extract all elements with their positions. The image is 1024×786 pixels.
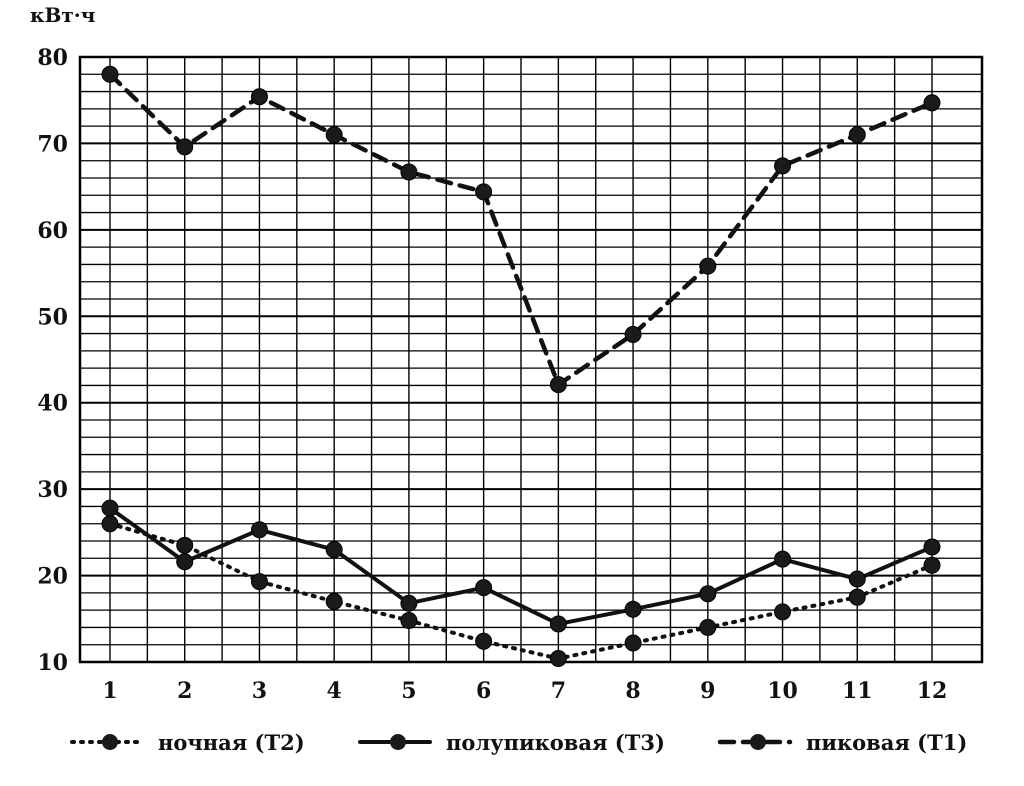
- series-1-point: [549, 650, 567, 668]
- series-2-point: [325, 541, 343, 559]
- chart-legend: ночная (Т2) полупиковая (Т3) пиковая (Т1): [70, 730, 967, 755]
- series-line-1: [108, 521, 934, 661]
- plot-frame: [78, 55, 984, 664]
- series-3-point: [325, 126, 343, 144]
- x-tick-label: 1: [102, 678, 117, 704]
- legend-swatch-marker: [750, 734, 766, 750]
- x-tick-label: 11: [842, 678, 873, 704]
- y-tick-label: 50: [37, 304, 68, 330]
- legend-label: пиковая (Т1): [806, 730, 967, 755]
- x-tick-label: 4: [327, 678, 342, 704]
- series-1-point: [101, 515, 119, 533]
- series-1-point: [400, 612, 418, 630]
- x-tick-label: 2: [177, 678, 192, 704]
- legend-label: полупиковая (Т3): [446, 730, 665, 755]
- series-1-point: [774, 603, 792, 621]
- series-3-point: [250, 88, 268, 106]
- series-line-3: [107, 72, 935, 387]
- x-tick-label: 12: [917, 678, 948, 704]
- series-3-point: [101, 65, 119, 83]
- y-axis-unit-label: кВт·ч: [30, 3, 95, 27]
- x-tick-label: 10: [767, 678, 798, 704]
- y-axis-ticks: 10 20 30 40 50 60 70 80: [37, 45, 68, 676]
- series-2-point: [176, 553, 194, 571]
- x-tick-label: 3: [252, 678, 267, 704]
- series-2-point: [774, 550, 792, 568]
- y-tick-label: 20: [37, 564, 68, 590]
- series-1-point: [250, 573, 268, 591]
- series-3-point: [549, 376, 567, 394]
- x-tick-label: 8: [625, 678, 640, 704]
- series-1-point: [624, 634, 642, 652]
- series-2-point: [549, 615, 567, 633]
- series-1-point: [699, 618, 717, 636]
- series-3-point: [176, 138, 194, 156]
- series-3-point: [923, 94, 941, 112]
- series-3-point: [699, 257, 717, 275]
- series-line-2: [108, 506, 934, 626]
- y-tick-label: 70: [37, 131, 68, 157]
- series-1-point: [923, 556, 941, 574]
- x-tick-label: 6: [476, 678, 491, 704]
- series-group: [101, 65, 941, 668]
- x-tick-label: 5: [401, 678, 416, 704]
- series-2-point: [699, 585, 717, 603]
- legend-swatch-marker: [102, 734, 118, 750]
- plot-grid: [78, 55, 984, 664]
- y-tick-label: 10: [37, 650, 68, 676]
- series-3-point: [624, 325, 642, 343]
- y-tick-label: 30: [37, 477, 68, 503]
- series-2-point: [923, 538, 941, 556]
- y-tick-label: 40: [37, 391, 68, 417]
- series-3-point: [400, 163, 418, 181]
- series-1-point: [848, 588, 866, 606]
- series-1-point: [325, 593, 343, 610]
- series-2-point: [624, 600, 642, 618]
- series-2-point: [250, 521, 268, 539]
- y-tick-label: 80: [37, 45, 68, 71]
- series-3-point: [475, 183, 493, 201]
- series-1-point: [176, 536, 194, 554]
- series-2-point: [475, 579, 493, 597]
- y-tick-label: 60: [37, 218, 68, 244]
- series-3-point: [774, 157, 792, 175]
- x-tick-label: 7: [551, 678, 566, 704]
- series-2-point: [848, 570, 866, 588]
- x-tick-label: 9: [700, 678, 715, 704]
- series-2-point: [101, 499, 119, 517]
- x-axis-ticks: 1 2 3 4 5 6 7 8 9 10 11 12: [102, 678, 947, 704]
- series-1-point: [475, 632, 493, 650]
- legend-label: ночная (Т2): [158, 730, 305, 755]
- legend-swatch-marker: [390, 734, 406, 750]
- series-3-point: [848, 126, 866, 144]
- series-2-point: [400, 594, 418, 612]
